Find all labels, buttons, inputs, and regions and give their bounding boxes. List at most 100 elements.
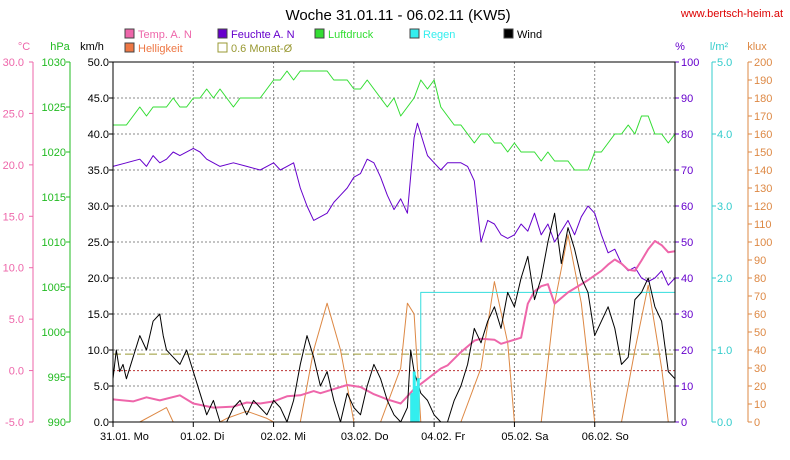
axes: °C -5.0 0.0 5.0 10.0 15.0 20.0 25.0 30.0 hPa 990 99… — [3, 41, 773, 443]
legend-swatch — [124, 42, 135, 53]
series-line-luftdruck — [113, 70, 676, 171]
tick-label-wind: 35.0 — [88, 165, 109, 177]
tick-label-temp: 25.0 — [3, 108, 24, 120]
tick-label-wind: 0.0 — [94, 417, 109, 429]
tick-label-wind: 10.0 — [88, 345, 109, 357]
tick-label-rain: 2.0 — [717, 273, 732, 285]
x-tick-label: 31.01. Mo — [100, 431, 149, 443]
x-tick-label: 02.02. Mi — [261, 431, 306, 443]
tick-label-lux: 60 — [754, 309, 766, 321]
series-line-wind — [112, 212, 676, 423]
tick-label-press: 990 — [48, 417, 66, 429]
axis-unit-rain: l/m² — [710, 41, 729, 53]
x-tick-label: 01.02. Di — [180, 431, 224, 443]
tick-label-press: 1030 — [42, 57, 66, 69]
tick-label-lux: 140 — [754, 165, 772, 177]
tick-label-press: 1020 — [42, 147, 66, 159]
tick-label-press: 1010 — [42, 237, 66, 249]
legend-label: 0.6 Monat-Ø — [231, 43, 293, 55]
legend-label: Luftdruck — [328, 29, 374, 41]
tick-label-press: 995 — [48, 372, 66, 384]
tick-label-temp: 15.0 — [3, 211, 24, 223]
x-tick-label: 05.02. Sa — [501, 431, 549, 443]
tick-label-press: 1000 — [42, 327, 66, 339]
legend-label: Feuchte A. N — [231, 29, 295, 41]
plot-frame — [112, 61, 676, 423]
tick-label-hum: 30 — [681, 309, 693, 321]
chart-title: Woche 31.01.11 - 06.02.11 (KW5) — [285, 7, 510, 24]
tick-label-lux: 20 — [754, 381, 766, 393]
tick-label-temp: 5.0 — [9, 314, 24, 326]
series-line-feuchte-a-n — [112, 122, 676, 286]
tick-label-wind: 5.0 — [94, 381, 109, 393]
tick-label-lux: 90 — [754, 255, 766, 267]
legend-swatch — [314, 28, 325, 39]
tick-label-hum: 70 — [681, 165, 693, 177]
legend-label: Temp. A. N — [138, 29, 192, 41]
tick-label-hum: 60 — [681, 201, 693, 213]
tick-label-press: 1015 — [42, 192, 66, 204]
tick-label-wind: 45.0 — [88, 93, 109, 105]
tick-label-hum: 20 — [681, 345, 693, 357]
axis-unit-press: hPa — [50, 41, 70, 53]
legend-label: Regen — [423, 29, 455, 41]
tick-label-lux: 110 — [754, 219, 772, 231]
tick-label-lux: 0 — [754, 417, 760, 429]
tick-label-wind: 50.0 — [88, 57, 109, 69]
legend-swatch — [217, 42, 228, 53]
series-layer — [112, 70, 676, 423]
axis-unit-hum: % — [675, 41, 685, 53]
legend-swatch — [503, 28, 514, 39]
source-label: www.bertsch-heim.at — [680, 8, 783, 20]
tick-label-wind: 40.0 — [88, 129, 109, 141]
tick-label-lux: 170 — [754, 111, 772, 123]
tick-label-hum: 90 — [681, 93, 693, 105]
tick-label-lux: 80 — [754, 273, 766, 285]
legend-label: Wind — [517, 29, 542, 41]
tick-label-lux: 150 — [754, 147, 772, 159]
axis-unit-temp: °C — [18, 41, 30, 53]
rain-bar — [412, 371, 416, 422]
x-tick-label: 04.02. Fr — [421, 431, 465, 443]
x-tick-label: 06.02. So — [582, 431, 629, 443]
rain-bar — [414, 386, 418, 422]
tick-label-temp: 20.0 — [3, 160, 24, 172]
tick-label-wind: 30.0 — [88, 201, 109, 213]
tick-label-temp: 30.0 — [3, 57, 24, 69]
tick-label-lux: 50 — [754, 327, 766, 339]
tick-label-lux: 160 — [754, 129, 772, 141]
tick-label-wind: 15.0 — [88, 309, 109, 321]
tick-label-lux: 130 — [754, 183, 772, 195]
tick-label-rain: 3.0 — [717, 201, 732, 213]
series-line-helligkeit — [113, 234, 675, 423]
tick-label-rain: 0.0 — [717, 417, 732, 429]
tick-label-lux: 10 — [754, 399, 766, 411]
tick-label-wind: 20.0 — [88, 273, 109, 285]
axis-unit-wind: km/h — [80, 41, 104, 53]
rain-bar — [410, 393, 414, 422]
tick-label-lux: 180 — [754, 93, 772, 105]
grid — [113, 62, 675, 422]
tick-label-hum: 100 — [681, 57, 699, 69]
tick-label-rain: 4.0 — [717, 129, 732, 141]
tick-label-hum: 40 — [681, 273, 693, 285]
tick-label-lux: 200 — [754, 57, 772, 69]
tick-label-lux: 100 — [754, 237, 772, 249]
tick-label-temp: 10.0 — [3, 263, 24, 275]
series-line-temp-a-n — [112, 240, 676, 409]
tick-label-lux: 190 — [754, 75, 772, 87]
tick-label-rain: 5.0 — [717, 57, 732, 69]
tick-label-press: 1025 — [42, 102, 66, 114]
tick-label-press: 1005 — [42, 282, 66, 294]
x-tick-label: 03.02. Do — [341, 431, 389, 443]
tick-label-lux: 120 — [754, 201, 772, 213]
tick-label-temp: 0.0 — [9, 366, 24, 378]
legend-swatch — [217, 28, 228, 39]
legend-swatch — [409, 28, 420, 39]
tick-label-hum: 50 — [681, 237, 693, 249]
tick-label-temp: -5.0 — [5, 417, 24, 429]
axis-unit-lux: klux — [747, 41, 767, 53]
tick-label-lux: 30 — [754, 363, 766, 375]
rain-bar — [416, 378, 420, 422]
